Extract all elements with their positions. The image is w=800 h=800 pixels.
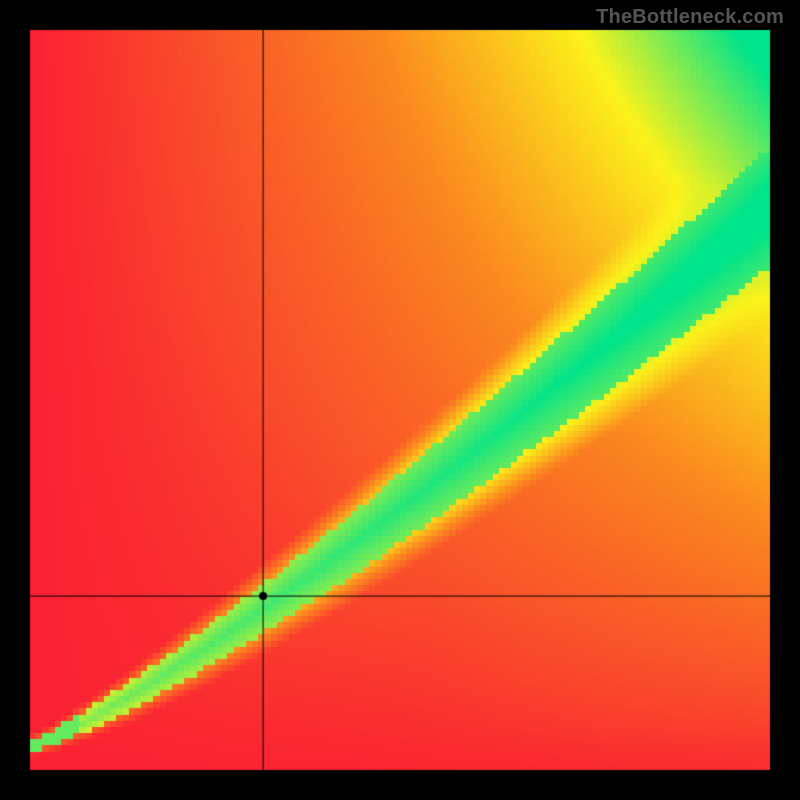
bottleneck-heatmap — [0, 0, 800, 800]
watermark-text: TheBottleneck.com — [596, 6, 784, 29]
chart-container: { "watermark": { "text": "TheBottleneck.… — [0, 0, 800, 800]
